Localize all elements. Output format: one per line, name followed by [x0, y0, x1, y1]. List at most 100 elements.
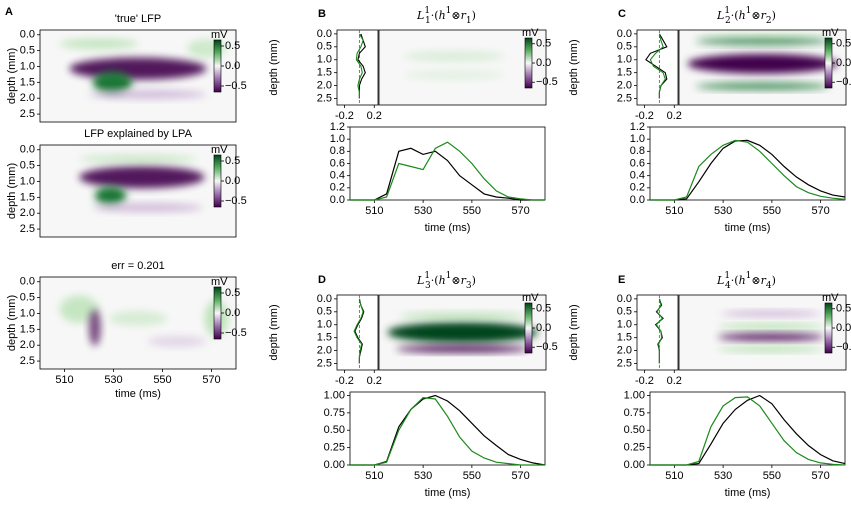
- heatmap-blob: [395, 345, 530, 353]
- y-tick-label: 0.6: [630, 157, 645, 169]
- y-tick-label: 0.2: [330, 182, 345, 194]
- y-tick-label: 1.0: [630, 133, 645, 145]
- title-part: ⊗: [751, 274, 760, 287]
- y-tick-label: 1.0: [330, 133, 345, 145]
- y-axis-label: depth (mm): [6, 163, 18, 219]
- y-tick-label: 2.0: [617, 345, 632, 357]
- profile-line: [655, 298, 664, 364]
- title-part: ·(: [731, 9, 739, 22]
- x-tick-label: 570: [811, 205, 829, 217]
- x-tick-label: 570: [511, 470, 529, 482]
- panel-label: E: [618, 274, 625, 286]
- x-tick-label: 550: [763, 470, 781, 482]
- panel-title: 'true' LFP: [115, 13, 161, 25]
- title-part: h: [739, 9, 746, 22]
- x-tick-label: 0.2: [367, 375, 382, 387]
- x-tick-label: 510: [665, 470, 683, 482]
- y-tick-label: 1.5: [317, 332, 332, 344]
- y-tick-label: 0.0: [617, 293, 632, 305]
- heatmap-blob: [717, 333, 825, 341]
- colorbar-label: mV: [211, 276, 228, 288]
- colorbar: [213, 154, 222, 208]
- heatmap-blob: [404, 70, 505, 80]
- x-tick-label: 510: [665, 205, 683, 217]
- x-tick-label: 550: [463, 205, 481, 217]
- axes-frame: [636, 29, 679, 106]
- panel-title: L1 3·(h1⊗r3): [416, 271, 476, 291]
- colorbar-tick-label: 0.5: [536, 38, 551, 50]
- axes-frame: [39, 144, 237, 238]
- y-tick-label: 1.5: [317, 67, 332, 79]
- heatmap-blob: [399, 312, 526, 320]
- heatmap-blob: [59, 38, 138, 50]
- y-tick-label: 2.5: [20, 223, 35, 235]
- y-tick-label: 0.5: [617, 41, 632, 53]
- profile-line: [645, 33, 668, 99]
- axes-frame: [349, 391, 546, 466]
- time-line: [650, 139, 846, 201]
- colorbar-tick-label: 0.5: [225, 155, 240, 167]
- colorbar-tick-label: 0.0: [836, 322, 851, 334]
- axes-frame: [378, 29, 547, 106]
- panel-label: C: [618, 8, 626, 20]
- panel-label: B: [318, 8, 326, 20]
- y-axis-label: depth (mm): [268, 39, 280, 95]
- title-part: 1: [425, 16, 431, 26]
- y-tick-label: 1.5: [617, 67, 632, 79]
- heatmap-blob: [404, 51, 505, 62]
- colorbar: [524, 37, 533, 89]
- y-tick-label: 0.0: [317, 28, 332, 40]
- profile-line: [353, 298, 364, 364]
- y-tick-label: 1.00: [324, 389, 345, 401]
- y-tick-label: 2.0: [317, 80, 332, 92]
- heatmap-blob: [92, 71, 133, 94]
- axes-frame: [349, 126, 546, 201]
- title-part: ): [472, 274, 476, 287]
- colorbar: [524, 302, 533, 354]
- y-tick-label: 1.5: [20, 76, 35, 88]
- time-line: [350, 141, 545, 201]
- y-tick-label: 0.50: [624, 424, 645, 436]
- title-part: ·(: [731, 274, 739, 287]
- panel-title: err = 0.201: [111, 260, 165, 272]
- y-tick-label: 1.0: [20, 175, 35, 187]
- colorbar-tick-label: 0.5: [225, 40, 240, 52]
- x-axis-label: time (ms): [115, 388, 161, 400]
- colorbar-tick-label: 0.0: [225, 307, 240, 319]
- y-tick-label: 0.0: [617, 28, 632, 40]
- title-part: 3: [466, 281, 472, 291]
- x-tick-label: 510: [365, 470, 383, 482]
- x-tick-label: 530: [714, 205, 732, 217]
- colorbar-tick-label: 0.5: [225, 287, 240, 299]
- title-part: ⊗: [751, 9, 760, 22]
- x-tick-label: -0.2: [335, 110, 354, 122]
- title-part: ⊗: [451, 274, 460, 287]
- colorbar-label: mV: [211, 144, 228, 156]
- y-tick-label: 0.5: [317, 41, 332, 53]
- title-part: r: [461, 9, 467, 22]
- title-part: 1: [424, 6, 430, 16]
- y-tick-label: 2.5: [317, 92, 332, 104]
- title-part: 1: [446, 271, 452, 281]
- title-part: 1: [724, 271, 730, 281]
- title-part: 4: [725, 281, 731, 291]
- axes-frame: [39, 276, 237, 370]
- title-part: ·(: [431, 274, 439, 287]
- title-part: 1: [746, 6, 752, 16]
- colorbar-tick-label: 0.5: [836, 38, 851, 50]
- y-tick-label: 0.2: [630, 182, 645, 194]
- heatmap-blob: [147, 335, 207, 347]
- title-part: r: [761, 9, 767, 22]
- profile-line: [649, 33, 666, 99]
- colorbar-tick-label: −0.5: [225, 195, 247, 207]
- title-part: L: [716, 274, 724, 287]
- y-axis-label: depth (mm): [568, 39, 580, 95]
- y-tick-label: 1.2: [630, 121, 645, 133]
- heatmap-blob: [717, 323, 825, 330]
- y-tick-label: 2.0: [617, 80, 632, 92]
- y-tick-label: 0.0: [330, 194, 345, 206]
- y-tick-label: 0.5: [317, 306, 332, 318]
- x-tick-label: -0.2: [635, 110, 654, 122]
- x-tick-label: 530: [414, 470, 432, 482]
- title-part: L: [716, 9, 724, 22]
